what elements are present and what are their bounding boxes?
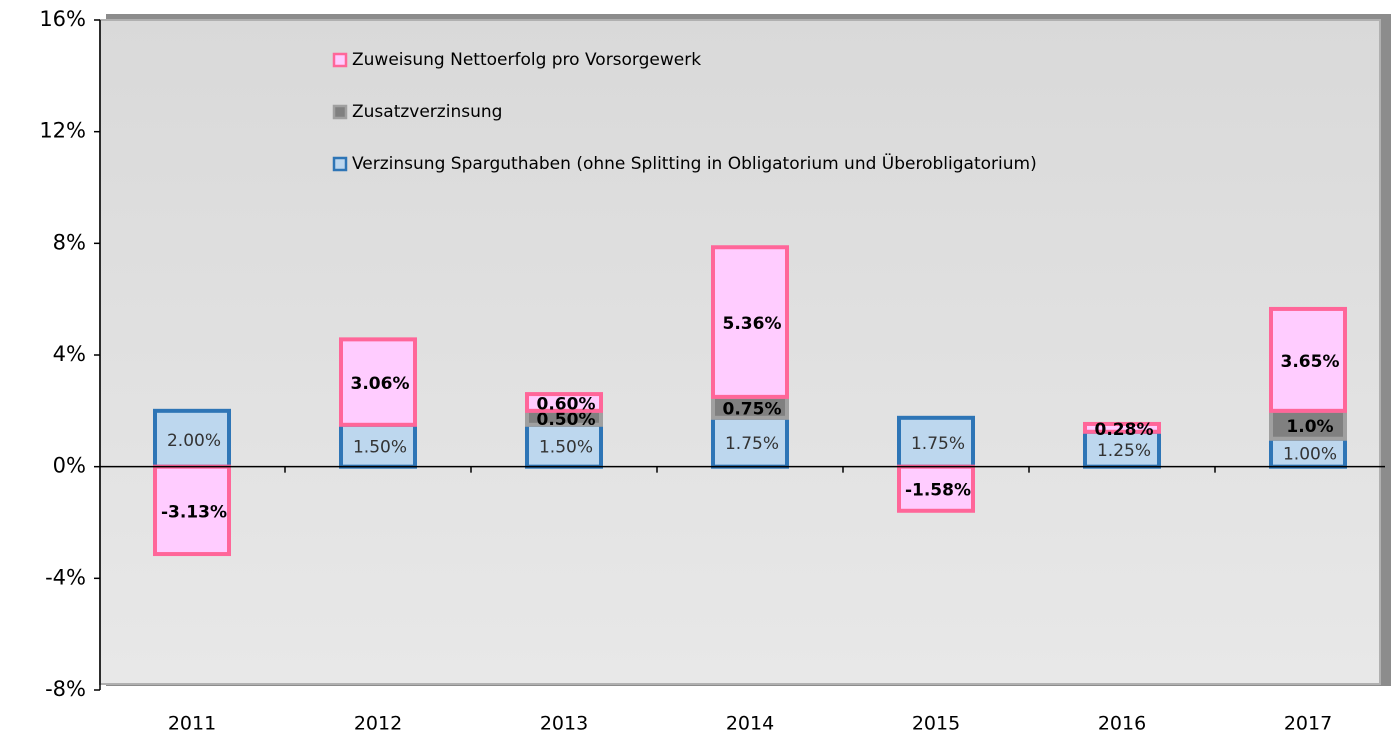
data-label: 5.36%: [723, 314, 782, 334]
y-tick-label: 0%: [53, 454, 86, 478]
data-label: 0.60%: [537, 394, 596, 414]
legend-label: Verzinsung Sparguthaben (ohne Splitting …: [352, 152, 1037, 174]
data-label: -1.58%: [905, 481, 971, 501]
y-tick-label: -8%: [45, 677, 86, 701]
x-tick-label: 2017: [1284, 713, 1332, 735]
bar-segment: [339, 337, 417, 427]
data-label: 0.75%: [723, 399, 782, 419]
bar-segment: [339, 422, 417, 469]
x-tick-label: 2012: [354, 713, 402, 735]
bar-segment: [711, 245, 789, 399]
y-tick-label: 12%: [39, 119, 86, 143]
y-tick-label: 16%: [39, 7, 86, 31]
y-tick-label: -4%: [45, 565, 86, 589]
bar-segment: [897, 464, 975, 513]
legend-label: Zuweisung Nettoerfolg pro Vorsorgewerk: [352, 50, 701, 70]
y-tick-label: 8%: [53, 230, 86, 254]
bar-segment: [153, 464, 231, 557]
data-label: 1.0%: [1286, 417, 1333, 437]
data-label: 2.00%: [167, 431, 221, 451]
data-label: 1.75%: [725, 434, 779, 454]
data-label: 0.28%: [1095, 420, 1154, 440]
data-label: 1.50%: [353, 438, 407, 458]
bar-segment: [1269, 306, 1347, 413]
x-tick-label: 2015: [912, 713, 960, 735]
bar-segment: [1269, 436, 1347, 469]
x-tick-label: 2014: [726, 713, 774, 735]
data-label: 3.06%: [351, 374, 410, 394]
data-label: 1.50%: [539, 438, 593, 458]
legend-swatch: [332, 104, 348, 120]
y-tick-label: 4%: [53, 342, 86, 366]
bar-segment: [711, 415, 789, 469]
data-label: -3.13%: [161, 502, 227, 522]
data-label: 1.00%: [1283, 445, 1337, 465]
bar-segment: [525, 392, 603, 413]
bar-segment: [153, 408, 231, 469]
data-label: 1.25%: [1097, 441, 1151, 461]
legend-swatch: [332, 52, 348, 68]
legend-label: Zusatzverzinsung: [352, 102, 502, 122]
x-tick-label: 2016: [1098, 713, 1146, 735]
data-label: 1.75%: [911, 434, 965, 454]
x-tick-label: 2011: [168, 713, 216, 735]
legend-swatch: [332, 156, 348, 172]
data-label: 3.65%: [1281, 352, 1340, 372]
x-tick-label: 2013: [540, 713, 588, 735]
data-label: 0.50%: [537, 410, 596, 430]
bar-segment: [1083, 421, 1161, 434]
